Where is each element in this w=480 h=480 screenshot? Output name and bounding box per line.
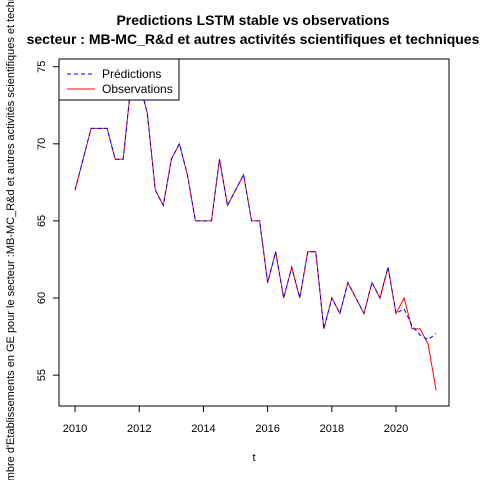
y-axis-label: Nombre d'Etablissements en GE pour le se… (5, 0, 17, 480)
plot-frame (58, 58, 450, 407)
legend-predictions-label: Prédictions (102, 67, 161, 81)
x-tick-label: 2020 (384, 423, 408, 435)
series-line-pr-dictions (74, 81, 437, 341)
y-tick-label: 60 (36, 292, 48, 304)
x-tick-label: 2016 (255, 423, 279, 435)
y-tick-label: 65 (36, 215, 48, 227)
plot-area (74, 81, 437, 391)
x-axis-label: t (252, 452, 255, 464)
y-axis: 55 60 65 70 75 (36, 61, 60, 381)
y-tick-label: 75 (36, 61, 48, 73)
x-tick-label: 2010 (63, 423, 87, 435)
legend: Prédictions Observations (58, 58, 180, 101)
x-tick-label: 2012 (127, 423, 151, 435)
legend-observations-label: Observations (102, 82, 173, 96)
x-tick-label: 2018 (320, 423, 344, 435)
y-tick-label: 55 (36, 369, 48, 381)
series-line-observations (74, 81, 437, 391)
x-tick-label: 2014 (191, 423, 215, 435)
legend-box (58, 58, 180, 101)
chart-subtitle: secteur : MB-MC_R&d et autres activités … (27, 31, 480, 47)
chart-title: Predictions LSTM stable vs observations (116, 12, 389, 28)
y-tick-label: 70 (36, 138, 48, 150)
x-axis: 2010 2012 2014 2016 2018 2020 (63, 405, 408, 435)
